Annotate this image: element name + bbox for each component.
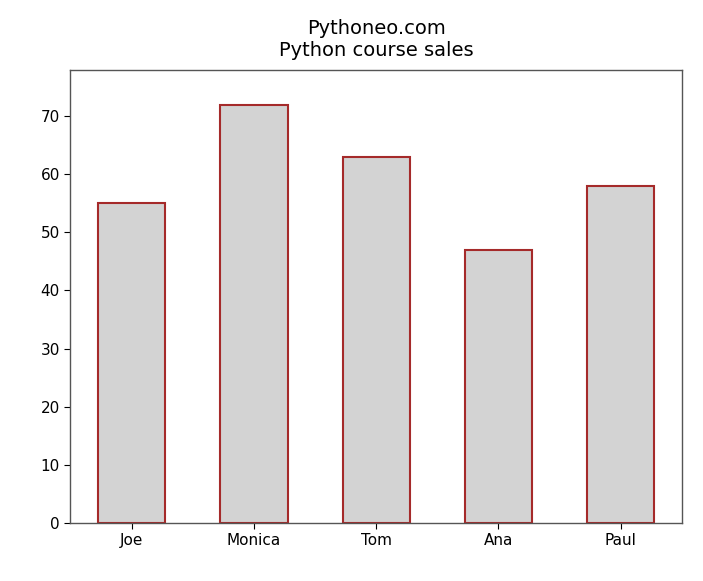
Bar [587,186,654,523]
Bar [342,157,410,523]
Bar [220,105,288,523]
Title: Pythoneo.com
Python course sales: Pythoneo.com Python course sales [279,19,473,60]
Bar [465,250,532,523]
Bar [98,203,165,523]
